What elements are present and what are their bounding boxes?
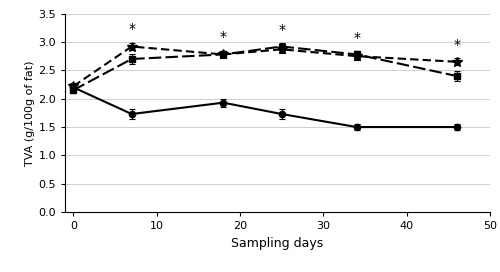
X-axis label: Sampling days: Sampling days — [232, 237, 324, 250]
Y-axis label: TVA (g/100g of fat): TVA (g/100g of fat) — [26, 60, 36, 166]
Text: *: * — [353, 31, 360, 45]
Text: *: * — [128, 22, 135, 36]
Text: *: * — [278, 23, 285, 38]
Text: *: * — [453, 38, 460, 52]
Text: *: * — [220, 30, 227, 44]
